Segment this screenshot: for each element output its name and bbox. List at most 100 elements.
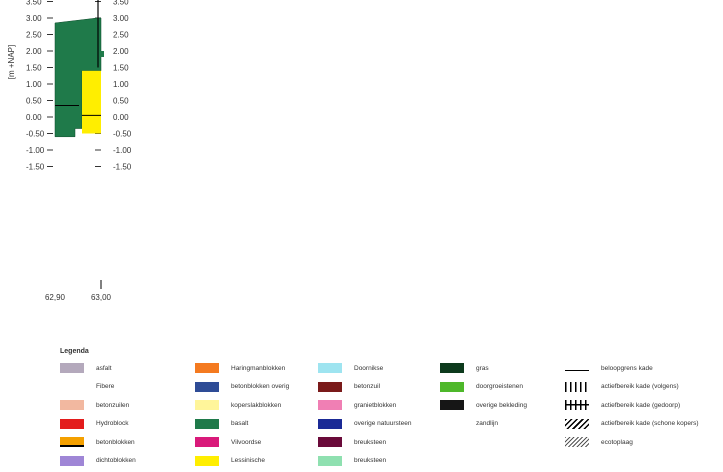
legend-swatch [565,418,589,429]
legend-swatch [60,455,84,466]
legend-label: actiefbereik kade (schone kopers) [601,420,699,427]
legend-item: gras [440,362,489,374]
legend-item: ecotoplaag [565,436,633,448]
legend-label: asfalt [96,364,112,372]
legend-label: granietblokken [354,401,397,409]
legend-label: beloopgrens kade [601,364,653,372]
legend-item: granietblokken [318,399,396,411]
legend-swatch [565,437,589,447]
legend-swatch [565,400,589,410]
tick-label-left: -0.50 [26,130,45,139]
legend-swatch [318,400,342,410]
legend-item: betonzuil [318,381,380,393]
tick-label-left: 0.00 [26,113,42,122]
legend-item: betonblokken overig [195,381,289,393]
tick-label-left: 1.00 [26,80,42,89]
legend-swatch [195,400,219,410]
legend-item: breuksteen [318,455,386,467]
tick-label-left: 3.00 [26,14,42,23]
legend-item: doorgroeistenen [440,381,523,393]
tick-label-right: 3.50 [113,0,129,7]
legend-item: basalt [195,418,248,430]
legend-swatch [60,418,84,429]
legend-item: asfalt [60,362,112,374]
tick-label-right: 0.50 [113,97,129,106]
legend-label: doorgroeistenen [476,383,523,390]
lessinische-layer [82,70,101,134]
legend-title: Legenda [60,348,89,355]
legend-item: betonblokken [60,436,135,448]
legend-item: Hydroblock [60,418,129,430]
legend-swatch [440,363,464,373]
legend-swatch [440,381,464,392]
legend-swatch [60,437,84,447]
legend: Legenda asfalt Fibere betonzuilen Hydrobloc… [60,348,720,472]
legend-swatch [60,363,84,373]
legend-item: breuksteen [318,436,386,448]
legend-label: basalt [231,420,249,427]
legend-label: betonzuil [354,383,381,390]
tick-label-left: -1.00 [26,146,45,155]
tick-label-left: 2.00 [26,47,42,56]
basalt-edge-block [100,51,104,57]
legend-item: actiefbereik kade (volgens) [565,381,679,393]
legend-label: gras [476,364,489,372]
legend-swatch [195,437,219,447]
legend-item: dichtoblokken [60,455,136,467]
legend-swatch [565,381,589,392]
cross-section-profile: [m +NAP] 6.005.505.004.504.003.503.002.5… [7,0,132,302]
tick-label-right: -1.50 [113,163,132,172]
tick-label-left: 1.50 [26,64,42,73]
tick-label-right: -0.50 [113,130,132,139]
legend-label: breuksteen [354,457,387,464]
legend-label: actiefbereik kade (volgens) [601,383,679,390]
legend-label: Vilvoordse [231,438,262,446]
tick-label-left: -1.50 [26,163,45,172]
legend-item: overige natuursteen [318,418,411,430]
legend-label: actiefbereik kade (gedoorp) [601,401,681,409]
legend-label: betonblokken [96,438,135,446]
tick-label-right: 3.00 [113,14,129,23]
legend-item: actiefbereik kade (gedoorp) [565,399,680,411]
legend-swatch [318,381,342,392]
tick-label-right: 1.00 [113,80,129,89]
legend-swatch [318,437,342,447]
tick-label-left: 0.50 [26,97,42,106]
x-label-right: 63,00 [91,293,112,302]
tick-label-right: 2.00 [113,47,129,56]
legend-label: Doornikse [354,364,384,372]
legend-label: Hydroblock [96,420,129,427]
profile-layers [54,0,104,289]
y-axis-label: [m +NAP] [7,45,16,79]
legend-swatch [440,400,464,410]
legend-label: betonblokken overig [231,383,290,390]
legend-swatch [318,363,342,373]
legend-label: breuksteen [354,438,387,446]
tick-label-right: 2.50 [113,31,129,40]
legend-swatch [195,418,219,429]
legend-item: Lessinische [195,455,265,467]
legend-label: Fibere [96,383,115,390]
tick-label-right: 0.00 [113,113,129,122]
legend-item: koperslakblokken [195,399,281,411]
legend-item: Doornikse [318,362,383,374]
legend-label: Lessinische [231,457,265,464]
legend-swatch [60,382,84,392]
legend-item: betonzuilen [60,399,129,411]
legend-label: zandlijn [476,420,499,427]
tick-label-left: 2.50 [26,31,42,40]
legend-item: zandlijn [440,418,498,430]
tick-label-right: 1.50 [113,64,129,73]
legend-item: Vilvoordse [195,436,261,448]
legend-label: koperslakblokken [231,401,282,409]
legend-item: actiefbereik kade (schone kopers) [565,418,699,430]
legend-item: Haringmanblokken [195,362,285,374]
legend-swatch [195,363,219,373]
left-tick-labels: 6.005.505.004.504.003.503.002.502.001.50… [26,0,53,172]
legend-swatch [440,419,464,429]
legend-item: overige bekleding [440,399,527,411]
legend-item: Fibere [60,381,114,393]
legend-swatch [60,400,84,410]
legend-swatch [195,455,219,466]
x-label-left: 62,90 [45,293,66,302]
